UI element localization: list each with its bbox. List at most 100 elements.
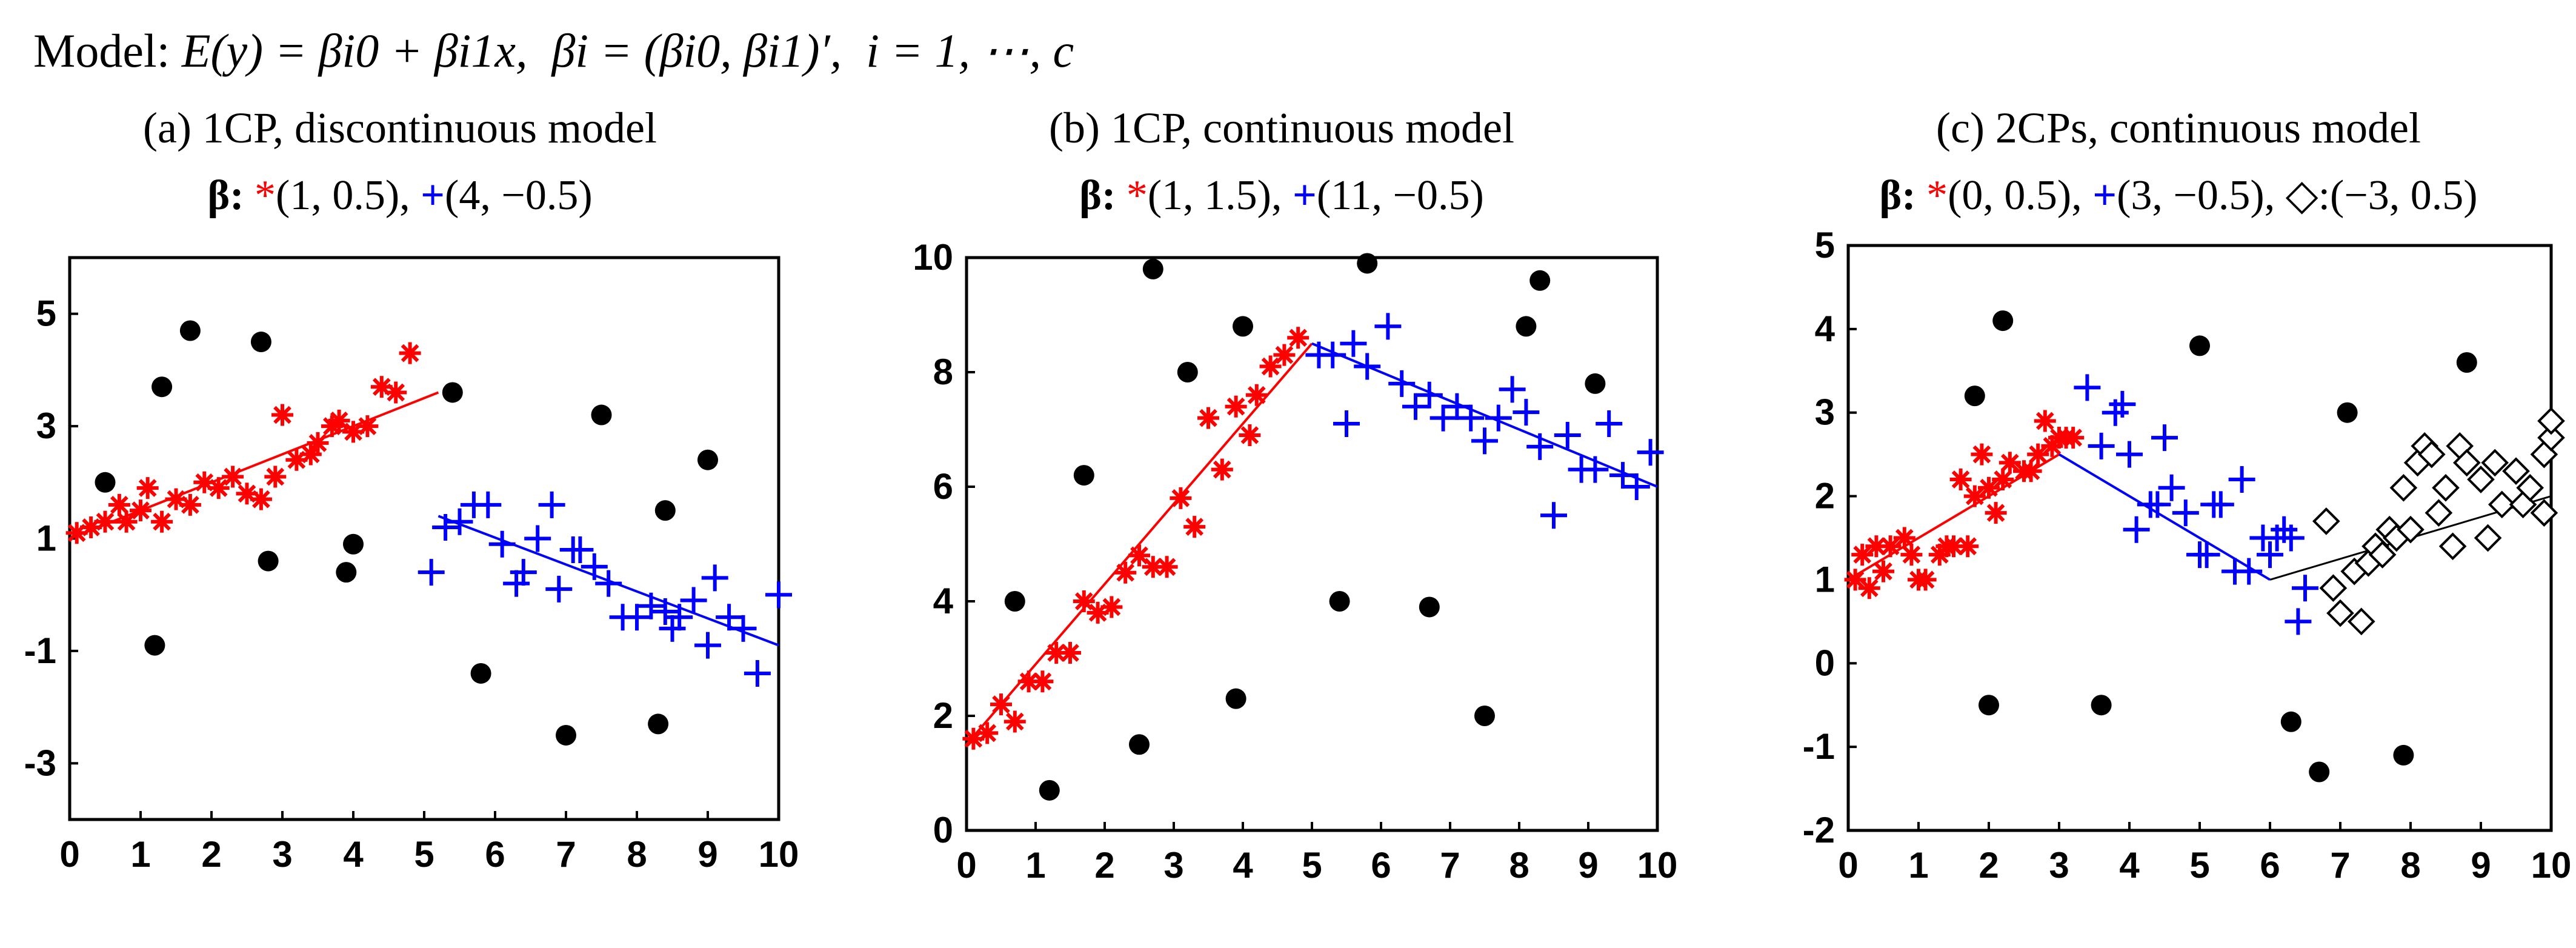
plus-point [2257, 541, 2283, 569]
x-tick-label: 7 [1440, 845, 1460, 886]
panel-c-blue-value: (3, −0.5), [2117, 172, 2275, 219]
x-tick-label: 2 [1094, 845, 1114, 886]
plus-point [581, 553, 608, 580]
model-prefix: Model: [33, 24, 182, 77]
diamond-point [2481, 449, 2509, 477]
diamond-point [2537, 407, 2565, 435]
x-tick-label: 2 [1979, 845, 1999, 886]
asterisk-point [1100, 596, 1123, 618]
plus-point [2172, 499, 2199, 527]
plus-point [1582, 456, 1609, 483]
asterisk-point [2020, 460, 2042, 482]
asterisk-stroke [1965, 487, 1984, 506]
asterisk-point [299, 443, 322, 466]
model-beta-def: βi = (βi0, βi1)′, [550, 24, 842, 77]
plus-point [666, 604, 693, 631]
plus-point [1457, 404, 1485, 432]
diamond-point [2425, 499, 2453, 527]
plus-point [2277, 524, 2305, 552]
asterisk-stroke [1945, 537, 1963, 556]
plus-point [1429, 404, 1457, 432]
asterisk-point [1059, 642, 1081, 664]
x-tick-label: 4 [343, 834, 364, 875]
asterisk-stroke [273, 406, 291, 424]
asterisk-point [1985, 502, 2007, 524]
asterisk-point [356, 415, 379, 438]
plus-point [1609, 462, 1636, 489]
y-tick-label: -2 [1803, 810, 1835, 850]
asterisk-point [976, 722, 999, 744]
plus-point [1333, 410, 1360, 438]
fit-line [965, 342, 1313, 746]
x-tick-label: 9 [1578, 845, 1598, 886]
asterisk-point [1273, 344, 1296, 366]
asterisk-stroke [224, 467, 242, 486]
outlier-point [2393, 744, 2414, 766]
plus-point [659, 615, 686, 642]
plus-point [2123, 516, 2150, 543]
outlier-point [336, 562, 357, 583]
plus-point [680, 587, 707, 614]
outlier-point [1979, 695, 1999, 716]
diamond-point [2347, 607, 2375, 636]
x-tick-label: 6 [2260, 845, 2280, 886]
asterisk-stroke [2035, 412, 2054, 430]
plus-point [1637, 439, 1664, 466]
asterisk-point [94, 510, 116, 533]
plus-point [1485, 404, 1512, 432]
asterisk-stroke [1157, 558, 1176, 576]
x-tick-label: 5 [414, 834, 434, 875]
plus-point [1402, 393, 1429, 420]
outlier-point [258, 550, 279, 572]
panel-a-subtitle: β: *(1, 0.5), +(4, −0.5) [207, 172, 592, 219]
asterisk-point [136, 477, 159, 499]
outlier-point [2337, 402, 2358, 423]
panel-c-marker-diamond: ◇ [2286, 172, 2318, 219]
plus-point [1388, 370, 1416, 397]
asterisk-stroke [1240, 426, 1259, 444]
panel-c-marker-red: * [1926, 172, 1948, 219]
x-tick-label: 8 [627, 834, 647, 875]
asterisk-stroke [1171, 489, 1190, 507]
asterisk-stroke [181, 496, 199, 514]
asterisk-point [130, 499, 151, 522]
outlier-point [2189, 335, 2210, 356]
y-tick-label: 1 [36, 518, 56, 559]
plus-point [1499, 376, 1526, 403]
outlier-point [1992, 310, 2014, 332]
asterisk-stroke [1994, 470, 2012, 489]
outlier-point [1516, 316, 1537, 337]
y-tick-label: 4 [1815, 309, 1835, 349]
plus-point [488, 530, 516, 558]
asterisk-stroke [209, 479, 228, 497]
plus-point [2235, 558, 2263, 585]
plus-point [432, 513, 459, 541]
y-tick-label: 10 [913, 237, 953, 278]
plus-point [744, 659, 771, 687]
plus-point [2158, 474, 2185, 501]
plus-point [1526, 433, 1554, 460]
asterisk-stroke [167, 490, 185, 509]
asterisk-point [2034, 410, 2056, 432]
asterisk-stroke [1972, 445, 1991, 464]
asterisk-stroke [2029, 445, 2048, 464]
x-tick-label: 1 [130, 834, 150, 875]
asterisk-stroke [1860, 579, 1879, 598]
x-tick-label: 0 [1838, 845, 1858, 886]
plus-point [651, 598, 679, 626]
y-tick-label: 0 [933, 810, 953, 850]
panel-b-red-value: (1, 1.5), [1148, 172, 1282, 219]
diamond-point [2530, 499, 2558, 527]
x-tick-label: 10 [759, 834, 799, 875]
panel-a-plot: 0 1 2 3 4 5 6 7 8 9 10 -3 -1 1 3 5 [24, 256, 799, 875]
asterisk-point [222, 466, 244, 488]
plus-point [1471, 427, 1498, 455]
panel-a-marker-red: * [255, 172, 276, 219]
plus-point [2285, 608, 2312, 635]
outlier-point [179, 320, 201, 341]
asterisk-stroke [1902, 546, 1921, 564]
asterisk-point [115, 510, 138, 533]
panel-c-title: (c) 2CPs, continuous model [1936, 104, 2421, 152]
plus-point [595, 570, 622, 597]
x-tick-label: 9 [697, 834, 717, 875]
